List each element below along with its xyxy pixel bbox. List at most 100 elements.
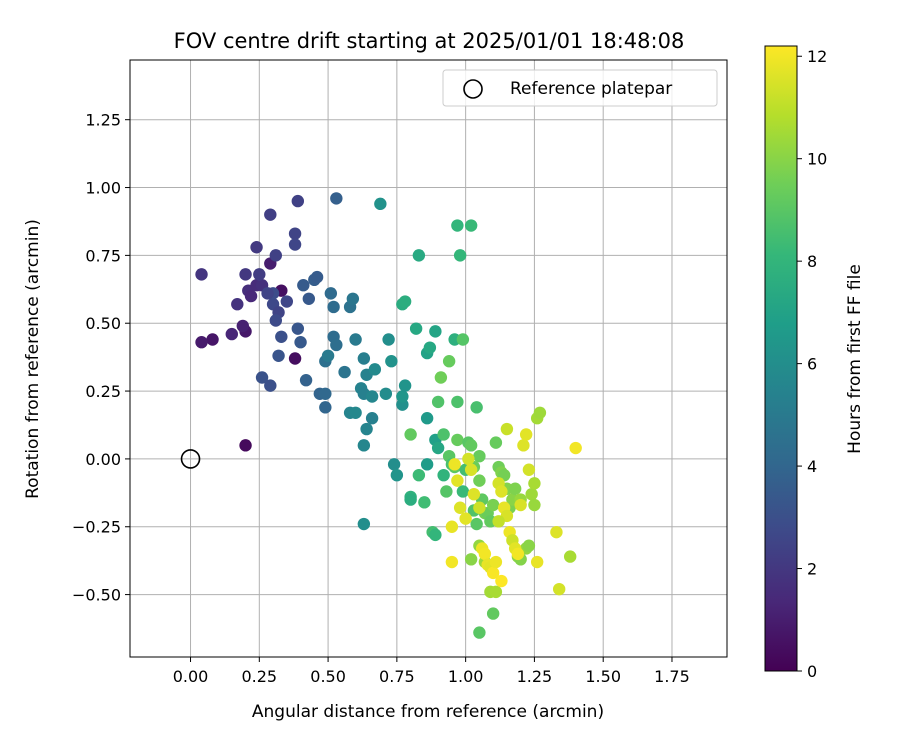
scatter-point (550, 525, 563, 539)
scatter-point (250, 241, 263, 254)
y-axis-label: Rotation from reference (arcmin) (23, 219, 43, 499)
scatter-point (291, 322, 305, 335)
scatter-point (451, 395, 464, 409)
scatter-point (470, 517, 483, 531)
scatter-point (511, 547, 525, 561)
y-tick-label: 0.00 (85, 450, 121, 469)
scatter-point (445, 520, 459, 533)
scatter-point (269, 314, 283, 327)
y-tick-label: 0.50 (85, 314, 121, 333)
x-tick-label: 1.75 (654, 667, 690, 686)
scatter-point (412, 468, 426, 482)
scatter-point (255, 371, 269, 384)
scatter-point (500, 422, 514, 436)
scatter-point (470, 401, 483, 414)
x-tick-label: 0.25 (241, 667, 277, 686)
scatter-point (552, 582, 566, 596)
scatter-point (379, 387, 393, 400)
scatter-point (437, 468, 450, 482)
scatter-point (434, 371, 448, 384)
scatter-point (508, 482, 522, 495)
scatter-point (440, 485, 453, 498)
colorbar-label: Hours from first FF file (845, 264, 865, 454)
scatter-point (563, 550, 577, 563)
scatter-point (473, 449, 486, 463)
y-tick-label: −0.25 (72, 518, 121, 537)
scatter-point (431, 441, 445, 455)
scatter-point (489, 555, 503, 569)
scatter-point (365, 412, 379, 425)
y-axis-ticks: −0.50 −0.25 0.00 0.25 0.50 0.75 1.00 1.25 (72, 111, 130, 605)
scatter-point (464, 553, 478, 566)
scatter-point (396, 390, 409, 403)
colorbar-tick-label: 6 (807, 355, 817, 374)
scatter-point (445, 555, 459, 569)
scatter-point (478, 547, 492, 561)
scatter-point (382, 333, 395, 346)
scatter-point (489, 585, 503, 599)
scatter-point (464, 439, 478, 452)
scatter-point (288, 352, 302, 365)
scatter-point (338, 365, 351, 379)
scatter-point (473, 501, 486, 514)
scatter-point (528, 498, 541, 512)
scatter-point (302, 292, 316, 305)
scatter-point (398, 295, 412, 308)
scatter-point (327, 300, 340, 314)
scatter-point (420, 458, 434, 471)
scatter-point (451, 433, 464, 447)
scatter-point (464, 219, 478, 232)
scatter-point (288, 238, 302, 251)
scatter-point (467, 487, 481, 501)
scatter-point (385, 355, 398, 368)
scatter-point (239, 439, 252, 452)
scatter-point (272, 349, 285, 362)
scatter-point (409, 322, 423, 335)
scatter-point (525, 487, 538, 501)
scatter-point (495, 485, 508, 498)
scatter-point (231, 298, 244, 311)
scatter-point (486, 498, 500, 512)
scatter-point (349, 406, 362, 419)
legend-label-reference: Reference platepar (510, 79, 672, 99)
colorbar-tick-label: 2 (807, 560, 817, 579)
x-axis-ticks: 0.00 0.25 0.50 0.75 1.00 1.25 1.50 1.75 (173, 657, 690, 686)
scatter-point (451, 474, 464, 487)
scatter-point (517, 439, 530, 452)
scatter-point (291, 194, 305, 208)
scatter-points (195, 192, 582, 639)
scatter-point (288, 227, 302, 240)
colorbar (764, 45, 798, 672)
colorbar-ticks: 0 2 4 6 8 10 12 (797, 47, 827, 681)
scatter-point (264, 208, 277, 221)
scatter-point (519, 428, 533, 441)
scatter-point (451, 219, 464, 232)
scatter-point (195, 336, 208, 349)
x-tick-label: 1.00 (448, 667, 484, 686)
scatter-point (486, 566, 500, 580)
scatter-point (514, 498, 527, 512)
scatter-point (365, 390, 379, 403)
scatter-point (330, 192, 343, 205)
y-tick-label: 1.00 (85, 179, 121, 198)
axes-frame (129, 59, 728, 658)
scatter-point (489, 436, 503, 449)
colorbar-tick-label: 12 (807, 47, 827, 66)
scatter-point (533, 406, 547, 419)
scatter-point (423, 341, 437, 354)
scatter-point (261, 287, 274, 300)
y-tick-label: 0.75 (85, 246, 121, 265)
scatter-point (420, 412, 434, 425)
x-tick-label: 1.50 (585, 667, 621, 686)
scatter-point (374, 197, 387, 211)
scatter-point (357, 352, 371, 365)
x-tick-label: 0.00 (173, 667, 209, 686)
scatter-point (225, 327, 238, 341)
scatter-point (528, 477, 541, 490)
scatter-point (319, 401, 332, 414)
scatter-point (299, 374, 313, 387)
scatter-point (404, 493, 417, 506)
x-axis-label: Angular distance from reference (arcmin) (252, 702, 604, 722)
scatter-point (319, 387, 332, 400)
